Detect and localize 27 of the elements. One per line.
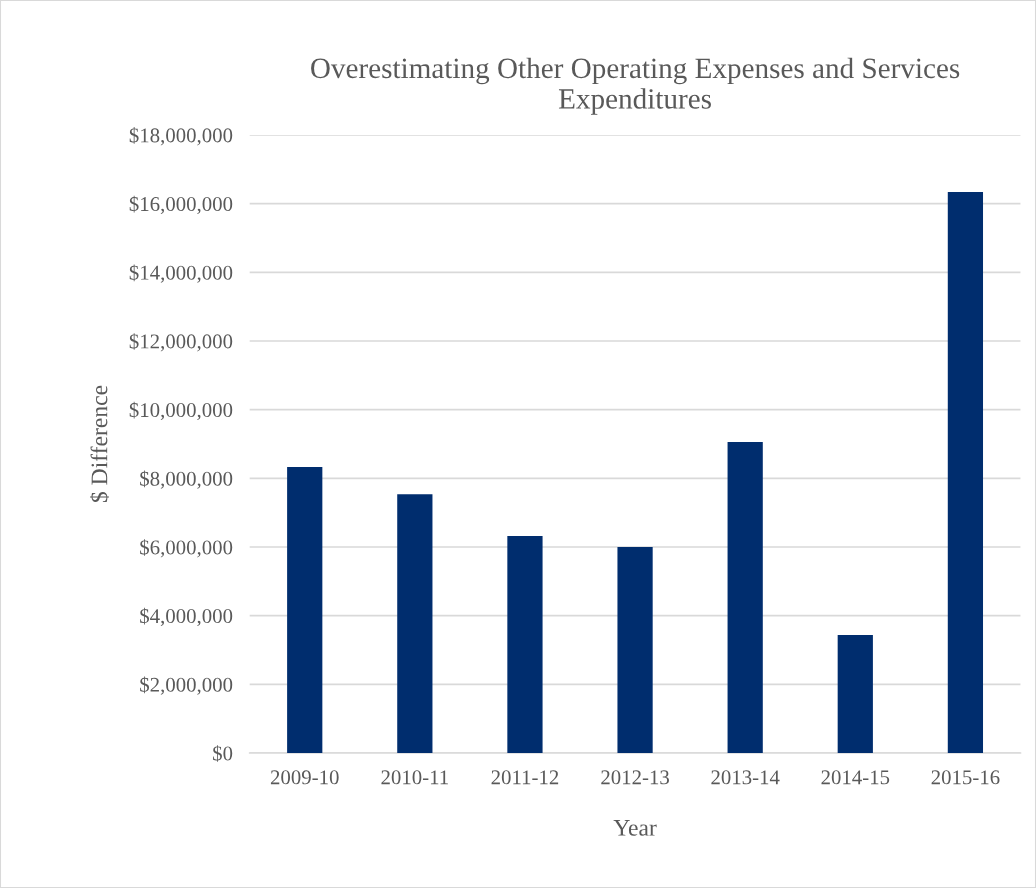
bar: [397, 494, 433, 754]
x-tick-label: 2014-15: [821, 770, 890, 785]
bar: [287, 467, 323, 754]
y-tick-label: $4,000,000: [140, 607, 233, 627]
y-tick-label: $16,000,000: [129, 195, 233, 215]
x-axis-title: Year: [613, 820, 657, 836]
y-tick-label: $14,000,000: [129, 264, 233, 283]
x-tick-label: 2012-13: [601, 770, 669, 785]
bar: [507, 536, 543, 754]
bar: [837, 634, 873, 754]
x-tick-label: 2010-11: [381, 770, 448, 785]
x-tick-label: 2011-12: [491, 770, 559, 785]
y-tick-label: $0: [213, 745, 233, 762]
chart-title: Overestimating Other Operating Expenses and Services Expenditures: [311, 57, 960, 115]
y-tick-label: $18,000,000: [129, 127, 233, 146]
x-tick-label: 2013-14: [711, 770, 780, 785]
y-tick-label: $10,000,000: [129, 401, 233, 421]
bar: [727, 441, 763, 754]
y-tick-label: $6,000,000: [140, 539, 233, 558]
y-tick-label: $8,000,000: [140, 470, 233, 489]
bar: [947, 191, 984, 754]
x-tick-label: 2015-16: [931, 770, 1000, 785]
y-tick-label: $2,000,000: [140, 676, 233, 695]
y-tick-label: $12,000,000: [129, 333, 233, 352]
x-tick-label: 2009-10: [270, 770, 339, 785]
y-axis-title: $ Difference: [90, 385, 109, 503]
bar: [617, 547, 653, 754]
